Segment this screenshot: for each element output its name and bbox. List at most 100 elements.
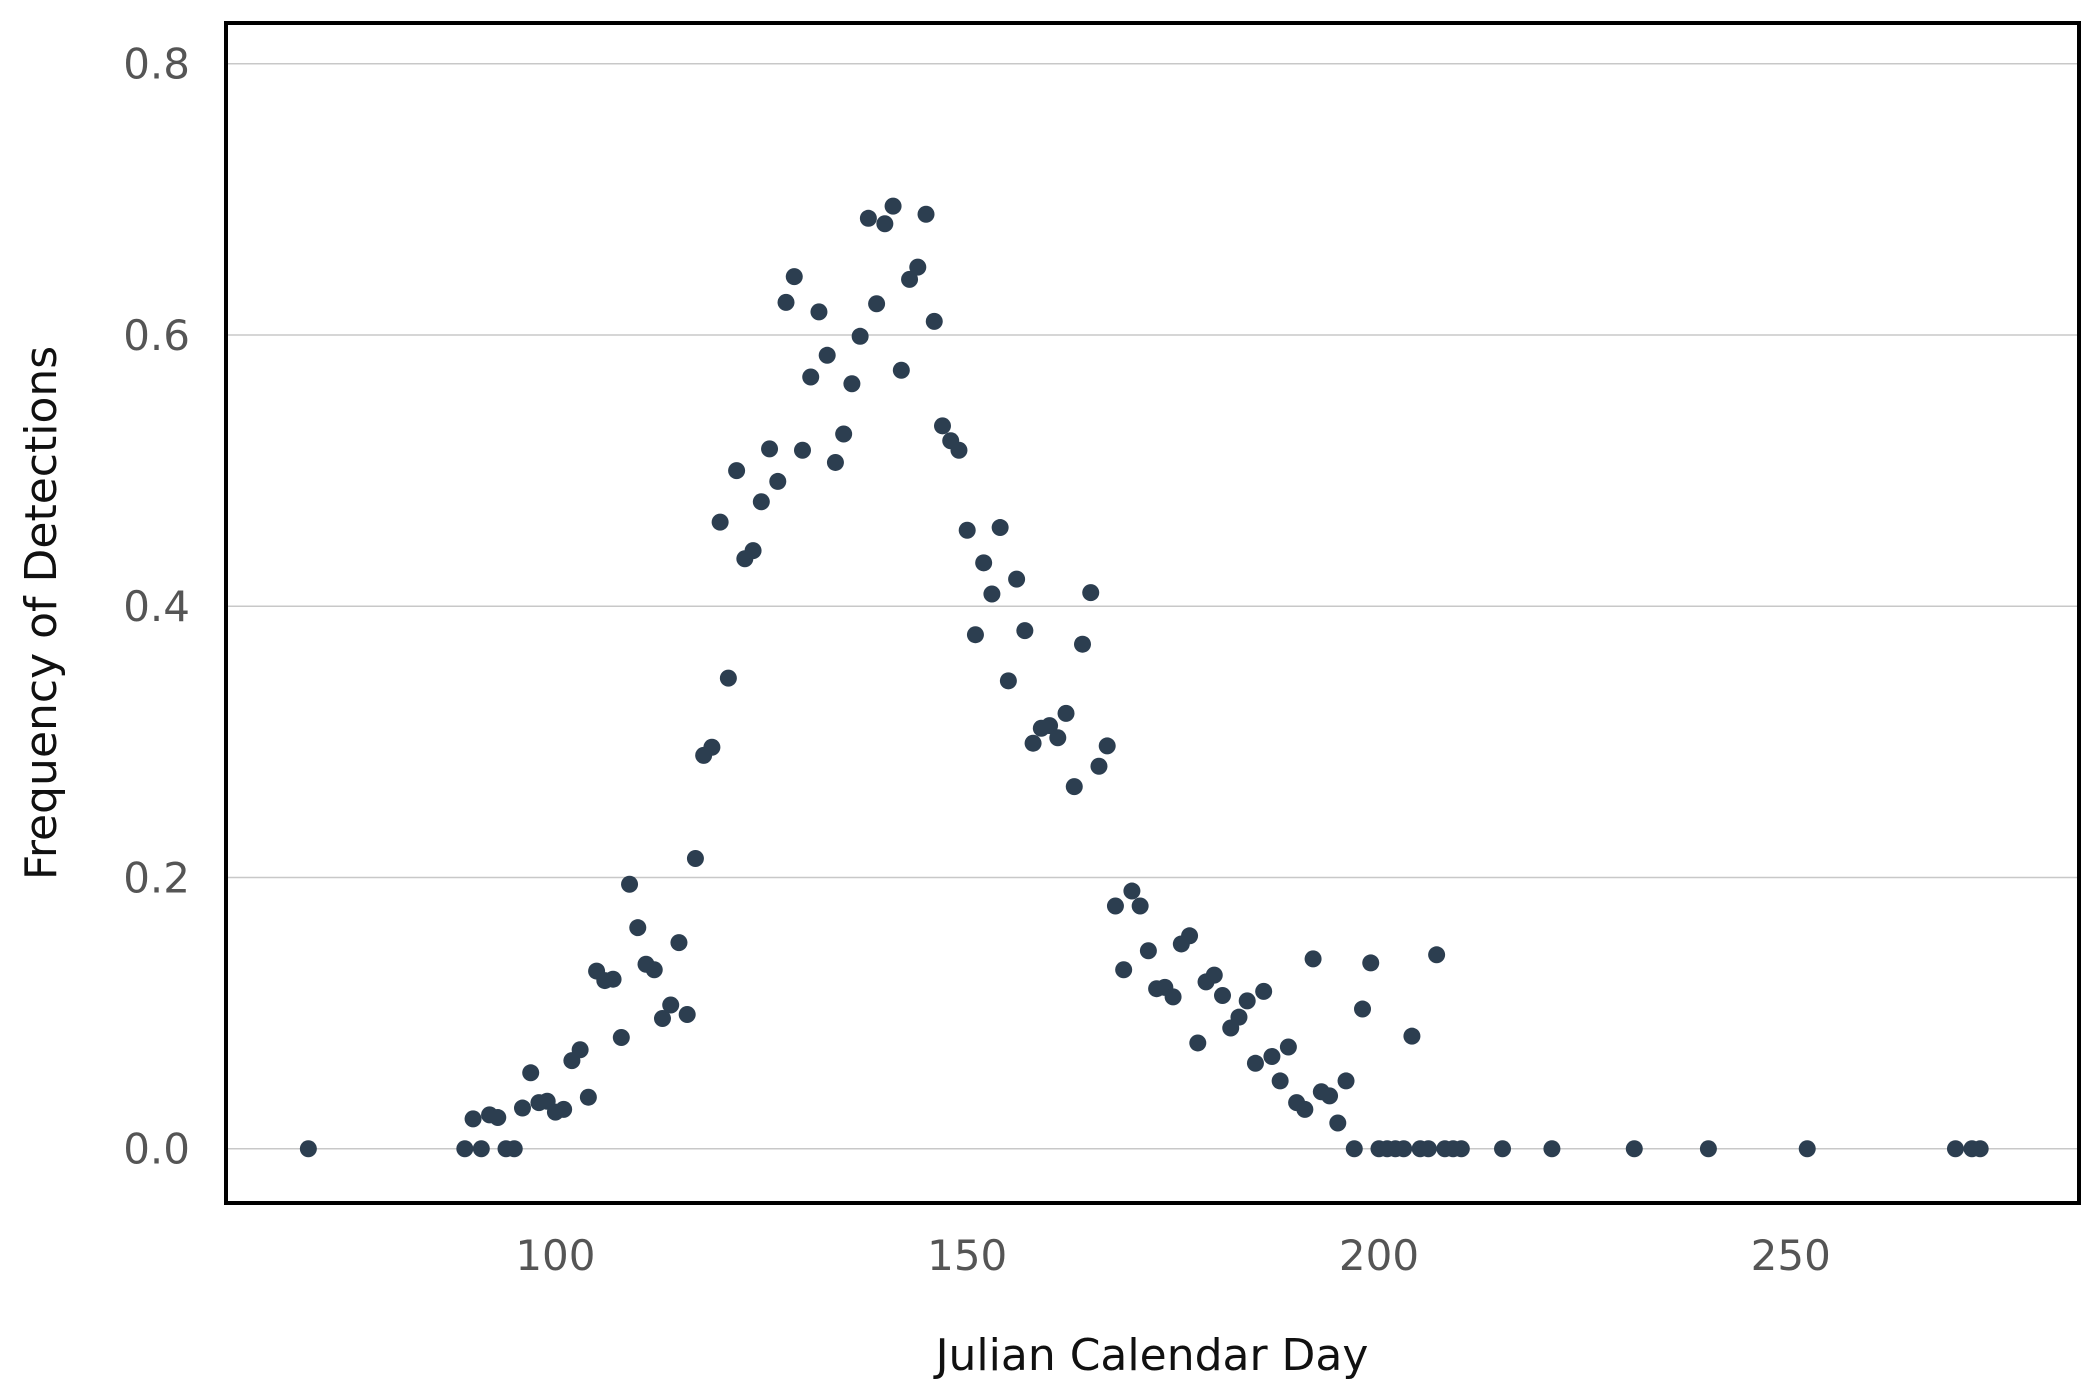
data-point bbox=[1238, 992, 1256, 1010]
data-point bbox=[612, 1029, 630, 1047]
data-point bbox=[802, 368, 820, 386]
data-point bbox=[1543, 1140, 1561, 1158]
data-point bbox=[892, 361, 910, 379]
data-point bbox=[777, 293, 795, 311]
data-point bbox=[456, 1140, 474, 1158]
data-point bbox=[1946, 1140, 1964, 1158]
x-tick-label: 100 bbox=[515, 1231, 595, 1280]
data-point bbox=[917, 205, 935, 223]
data-point bbox=[835, 425, 853, 443]
data-point bbox=[621, 875, 639, 893]
data-point bbox=[1255, 982, 1273, 1000]
data-point bbox=[522, 1064, 540, 1082]
data-point bbox=[983, 585, 1001, 603]
data-point bbox=[299, 1140, 317, 1158]
data-point bbox=[1189, 1034, 1207, 1052]
data-point bbox=[1016, 622, 1034, 640]
data-point bbox=[826, 453, 844, 471]
data-point bbox=[933, 417, 951, 435]
data-point bbox=[851, 327, 869, 345]
data-point bbox=[686, 849, 704, 867]
data-point bbox=[472, 1140, 490, 1158]
data-point bbox=[662, 996, 680, 1014]
data-point bbox=[1115, 961, 1133, 979]
data-point bbox=[818, 346, 836, 364]
x-axis-ticks: 100 150 200 250 bbox=[515, 1231, 1831, 1280]
data-point bbox=[719, 669, 737, 687]
data-point bbox=[1049, 729, 1067, 747]
data-point bbox=[1073, 635, 1091, 653]
data-point bbox=[1090, 757, 1108, 775]
data-point bbox=[1057, 704, 1075, 722]
data-point bbox=[1123, 882, 1141, 900]
grid-layer bbox=[226, 62, 2079, 1150]
data-point bbox=[1164, 988, 1182, 1006]
data-point bbox=[728, 462, 746, 480]
data-point bbox=[579, 1088, 597, 1106]
data-point bbox=[604, 970, 622, 988]
data-point bbox=[1354, 1000, 1372, 1018]
points-layer bbox=[299, 197, 1989, 1158]
data-point bbox=[1304, 950, 1322, 968]
data-point bbox=[950, 441, 968, 459]
data-point bbox=[670, 934, 688, 952]
data-point bbox=[909, 258, 927, 276]
data-point bbox=[555, 1100, 573, 1118]
data-point bbox=[1271, 1072, 1289, 1090]
x-axis-title: Julian Calendar Day bbox=[933, 1330, 1369, 1381]
x-tick-label: 250 bbox=[1751, 1231, 1831, 1280]
plot-frame bbox=[224, 21, 2081, 1205]
data-point bbox=[975, 554, 993, 572]
data-point bbox=[901, 270, 919, 288]
data-point bbox=[1345, 1140, 1363, 1158]
x-tick-label: 200 bbox=[1339, 1231, 1419, 1280]
data-point bbox=[513, 1099, 531, 1117]
data-point bbox=[925, 312, 943, 330]
data-point bbox=[1419, 1140, 1437, 1158]
data-point bbox=[859, 209, 877, 227]
data-point bbox=[1428, 946, 1446, 964]
data-point bbox=[1131, 897, 1149, 915]
data-point bbox=[1024, 734, 1042, 752]
y-axis-ticks: 0.0 0.2 0.4 0.6 0.8 bbox=[123, 40, 190, 1174]
data-point bbox=[464, 1110, 482, 1128]
data-point bbox=[876, 215, 894, 233]
data-point bbox=[489, 1109, 507, 1127]
data-point bbox=[1403, 1027, 1421, 1045]
data-point bbox=[1625, 1140, 1643, 1158]
data-point bbox=[1395, 1140, 1413, 1158]
data-point bbox=[1452, 1140, 1470, 1158]
data-point bbox=[1008, 570, 1026, 588]
data-point bbox=[571, 1041, 589, 1059]
data-point bbox=[769, 472, 787, 490]
data-point bbox=[1329, 1114, 1347, 1132]
data-point bbox=[868, 295, 886, 313]
data-point bbox=[1263, 1048, 1281, 1066]
data-point bbox=[843, 375, 861, 393]
data-point bbox=[629, 919, 647, 937]
data-point bbox=[1065, 778, 1083, 796]
data-point bbox=[1971, 1140, 1989, 1158]
data-point bbox=[1205, 966, 1223, 984]
data-point bbox=[505, 1140, 523, 1158]
data-point bbox=[884, 197, 902, 215]
data-point bbox=[1181, 927, 1199, 945]
data-point bbox=[1279, 1038, 1297, 1056]
data-point bbox=[1337, 1072, 1355, 1090]
y-tick-label: 0.2 bbox=[123, 853, 190, 902]
data-point bbox=[678, 1005, 696, 1023]
data-point bbox=[744, 542, 762, 560]
y-tick-label: 0.6 bbox=[123, 311, 190, 360]
data-point bbox=[1214, 986, 1232, 1004]
y-tick-label: 0.8 bbox=[123, 40, 190, 89]
data-point bbox=[711, 513, 729, 531]
data-point bbox=[1082, 584, 1100, 602]
data-point bbox=[1230, 1008, 1248, 1026]
x-tick-label: 150 bbox=[927, 1231, 1007, 1280]
data-point bbox=[793, 441, 811, 459]
data-point bbox=[810, 303, 828, 321]
data-point bbox=[958, 521, 976, 539]
data-point bbox=[1098, 737, 1116, 755]
data-point bbox=[761, 440, 779, 458]
data-point bbox=[1106, 897, 1124, 915]
